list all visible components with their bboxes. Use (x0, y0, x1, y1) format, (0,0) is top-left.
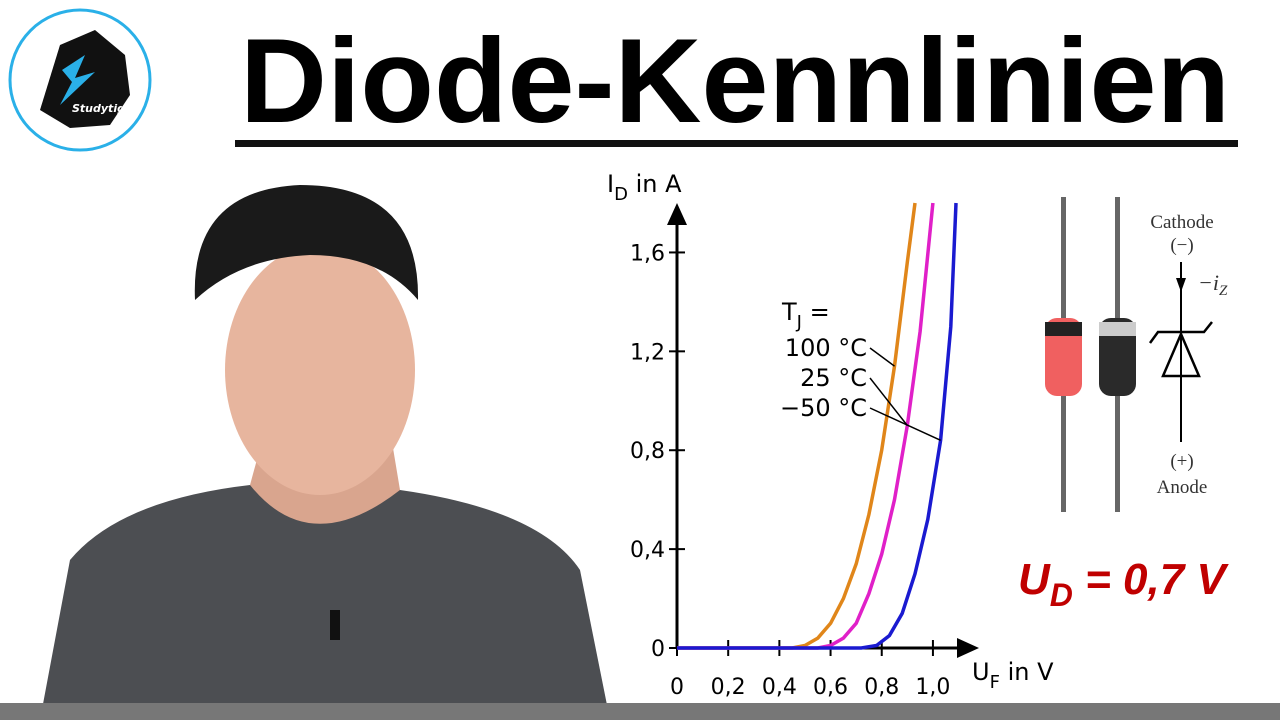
red-diode-band (1045, 322, 1082, 336)
x-label-sub: F (990, 672, 1000, 693)
x-axis-arrow (957, 638, 979, 658)
anode-label: Anode (1157, 477, 1208, 498)
microphone (330, 610, 340, 640)
series-label: 100 °C (785, 334, 867, 362)
x-label-main: U (972, 658, 990, 686)
legend-title-sub: J (796, 312, 802, 333)
title-underline (235, 140, 1238, 147)
formula-rest: = 0,7 V (1073, 555, 1230, 604)
leader-line (869, 407, 941, 442)
logo: Studytiger (8, 8, 152, 152)
presenter-photo (40, 185, 610, 720)
legend-title: TJ = (781, 298, 830, 333)
cathode-label: Cathode (1150, 212, 1213, 233)
diode-illustration: Cathode (−) −iZ (+) Anode (1045, 197, 1228, 512)
y-axis-label: ID in A (607, 170, 682, 205)
formula-sub: D (1050, 577, 1073, 613)
black-diode-band (1099, 322, 1136, 336)
legend-title-rest: = (802, 298, 830, 326)
x-axis-label: UF in V (972, 658, 1054, 693)
x-tick-label: 1,0 (915, 675, 950, 700)
title: Diode-Kennlinien (240, 14, 1230, 148)
series-line (677, 202, 917, 650)
zener-triangle (1161, 330, 1201, 378)
series-label: 25 °C (800, 364, 867, 392)
red-diode (1045, 318, 1082, 396)
black-diode (1099, 318, 1136, 396)
logo-text: Studytiger (72, 102, 138, 115)
chart: ID in A UF in V TJ = 00,40,81,21,60 0,2 0,… (607, 170, 1054, 700)
y-axis-arrow (667, 203, 687, 225)
x-tick-label: 0,6 (813, 675, 848, 700)
formula-main: U (1018, 555, 1051, 604)
legend-title-main: T (781, 298, 797, 326)
current-sub: Z (1219, 283, 1228, 299)
cathode-sign: (−) (1170, 235, 1193, 256)
x-tick-label: 0,8 (864, 675, 899, 700)
y-tick-label: 1,2 (630, 340, 665, 365)
x-label-rest: in V (1000, 658, 1054, 686)
leader-line (869, 347, 895, 367)
series-line (677, 202, 958, 650)
y-tick-label: 0,4 (630, 538, 665, 563)
y-label-sub: D (614, 184, 628, 205)
anode-sign: (+) (1170, 451, 1193, 472)
current-label: −iZ (1198, 270, 1228, 299)
y-tick-label: 1,6 (630, 241, 665, 266)
y-tick-label: 0,8 (630, 439, 665, 464)
y-label-main: I (607, 170, 614, 198)
shirt (40, 485, 610, 720)
logo-bolt (60, 55, 95, 105)
x-tick-label: 0,2 (711, 675, 746, 700)
zener-bar (1148, 321, 1213, 344)
series-label: −50 °C (780, 394, 867, 422)
y-label-rest: in A (628, 170, 682, 198)
cap (194, 185, 419, 300)
leader-line (869, 377, 908, 426)
bottom-bar (0, 703, 1280, 720)
formula: UD = 0,7 V (1018, 555, 1229, 613)
y-tick-label: 0 (651, 637, 665, 662)
face (225, 245, 415, 495)
x-tick-label: 0 (670, 675, 684, 700)
current-arrow (1176, 278, 1186, 292)
current-main: −i (1198, 270, 1219, 295)
x-tick-label: 0,4 (762, 675, 797, 700)
